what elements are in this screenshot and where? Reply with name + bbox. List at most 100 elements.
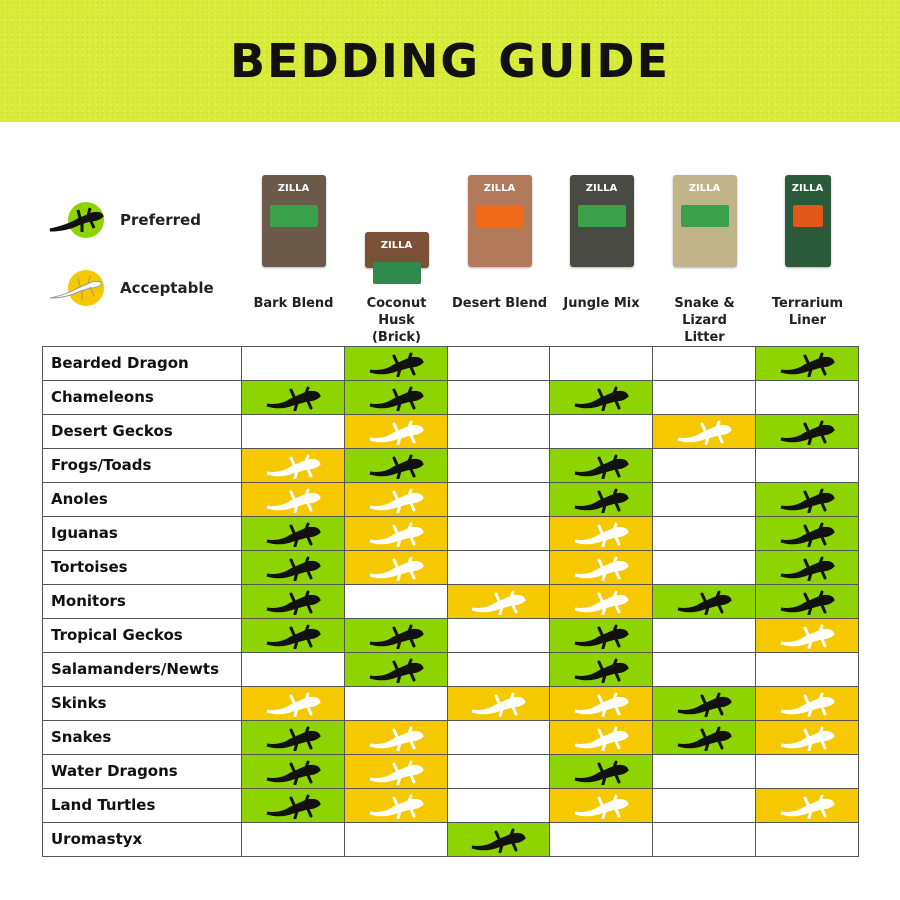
- cell-empty: [756, 653, 860, 686]
- cell-acceptable: [550, 721, 654, 754]
- animal-label: Monitors: [43, 585, 242, 618]
- cell-acceptable: [756, 789, 860, 822]
- cell-acceptable: [756, 721, 860, 754]
- cell-empty: [550, 415, 654, 448]
- animal-icon: [472, 590, 527, 615]
- animal-icon: [266, 624, 321, 649]
- animal-icon: [369, 454, 424, 479]
- animal-icon: [780, 692, 835, 717]
- product-image: ZILLA: [242, 170, 345, 267]
- cell-preferred: [550, 653, 654, 686]
- animal-icon: [369, 794, 424, 819]
- table-row: Tortoises: [43, 551, 860, 585]
- product-label: Snake & Lizard Litter: [674, 296, 735, 345]
- cell-empty: [344, 687, 448, 720]
- animal-icon: [369, 352, 424, 377]
- cell-acceptable: [344, 721, 448, 754]
- cell-acceptable: [344, 483, 448, 516]
- animal-icon: [574, 726, 630, 751]
- legend-label: Preferred: [120, 211, 201, 229]
- page-title: BEDDING GUIDE: [229, 34, 671, 88]
- brand-logo: ZILLA: [483, 183, 516, 194]
- cell-acceptable: [344, 755, 448, 788]
- animal-icon: [266, 794, 321, 819]
- cell-preferred: [447, 823, 551, 856]
- cell-preferred: [756, 483, 860, 516]
- animal-icon: [266, 522, 321, 547]
- animal-icon: [780, 624, 835, 649]
- cell-acceptable: [550, 551, 654, 584]
- table-row: Skinks: [43, 687, 860, 721]
- animal-icon: [677, 420, 732, 445]
- product-image: ZILLA: [756, 170, 859, 267]
- product-image: ZILLA: [653, 170, 756, 267]
- cell-preferred: [550, 755, 654, 788]
- animal-icon: [574, 760, 630, 785]
- product-label: Bark Blend: [253, 296, 334, 311]
- cell-preferred: [241, 619, 345, 652]
- cell-preferred: [344, 381, 448, 414]
- cell-empty: [447, 755, 551, 788]
- animal-icon: [574, 624, 630, 649]
- animal-icon: [472, 692, 527, 717]
- cell-empty: [447, 789, 551, 822]
- cell-acceptable: [344, 789, 448, 822]
- animal-icon: [574, 454, 630, 479]
- animal-icon: [369, 760, 424, 785]
- animal-icon: [574, 522, 630, 547]
- cell-preferred: [550, 483, 654, 516]
- table-row: Monitors: [43, 585, 860, 619]
- product-label: Jungle Mix: [563, 296, 640, 311]
- animal-icon: [780, 726, 835, 751]
- table-row: Chameleons: [43, 381, 860, 415]
- cell-acceptable: [653, 415, 757, 448]
- product-image: ZILLA: [345, 170, 448, 284]
- animal-icon: [369, 624, 424, 649]
- animal-label: Iguanas: [43, 517, 242, 550]
- animal-icon: [574, 386, 630, 411]
- cell-empty: [447, 619, 551, 652]
- cell-preferred: [241, 585, 345, 618]
- cell-empty: [447, 517, 551, 550]
- animal-icon: [677, 692, 732, 717]
- cell-empty: [447, 551, 551, 584]
- animal-icon: [266, 692, 321, 717]
- cell-preferred: [550, 381, 654, 414]
- cell-preferred: [241, 517, 345, 550]
- cell-empty: [653, 517, 757, 550]
- animal-label: Uromastyx: [43, 823, 242, 856]
- cell-empty: [653, 755, 757, 788]
- animal-icon: [369, 522, 424, 547]
- animal-icon: [574, 794, 630, 819]
- animal-icon: [266, 386, 321, 411]
- cell-preferred: [653, 721, 757, 754]
- animal-label: Chameleons: [43, 381, 242, 414]
- animal-label: Tortoises: [43, 551, 242, 584]
- cell-acceptable: [550, 585, 654, 618]
- cell-empty: [344, 585, 448, 618]
- lizard-icon: [49, 275, 103, 300]
- animal-icon: [574, 556, 630, 581]
- cell-empty: [653, 619, 757, 652]
- cell-empty: [756, 823, 860, 856]
- cell-empty: [653, 823, 757, 856]
- cell-empty: [550, 347, 654, 380]
- animal-label: Tropical Geckos: [43, 619, 242, 652]
- brand-logo: ZILLA: [791, 183, 824, 194]
- cell-acceptable: [344, 551, 448, 584]
- animal-icon: [780, 556, 835, 581]
- animal-icon: [369, 420, 424, 445]
- cell-acceptable: [550, 517, 654, 550]
- animal-icon: [780, 522, 835, 547]
- cell-preferred: [653, 585, 757, 618]
- animal-label: Water Dragons: [43, 755, 242, 788]
- animal-label: Salamanders/Newts: [43, 653, 242, 686]
- animal-icon: [266, 556, 321, 581]
- animal-icon: [472, 828, 527, 853]
- cell-empty: [653, 347, 757, 380]
- cell-preferred: [756, 415, 860, 448]
- cell-acceptable: [344, 415, 448, 448]
- header-banner: [0, 0, 900, 122]
- cell-empty: [653, 653, 757, 686]
- cell-acceptable: [550, 687, 654, 720]
